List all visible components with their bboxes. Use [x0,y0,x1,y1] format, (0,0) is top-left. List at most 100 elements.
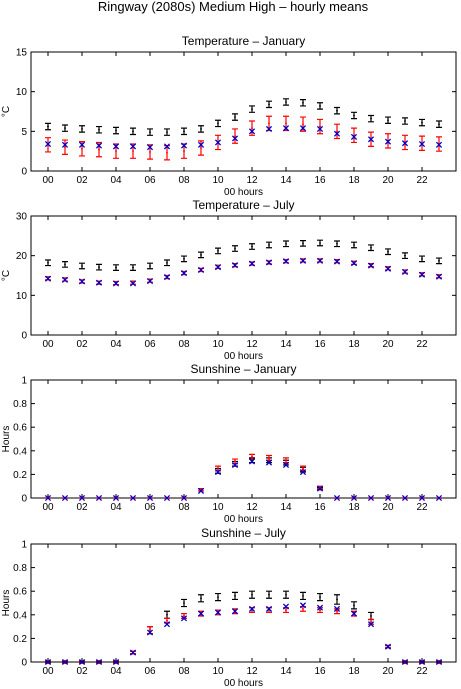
x-tick-label: 06 [144,175,156,186]
cross-marker [112,280,120,287]
cross-marker [129,494,137,502]
y-tick-label: 5 [21,127,27,138]
cross-marker [316,485,324,492]
data-point [302,242,304,245]
data-point [268,593,270,596]
data-point [336,242,338,245]
data-point [285,101,287,103]
data-point [47,261,49,264]
data-series [44,602,443,666]
data-point [268,103,270,106]
x-tick-label: 00 [42,175,54,186]
data-point [217,596,219,598]
data-point [251,593,253,596]
y-tick-label: 0 [21,167,27,178]
data-point [98,128,100,131]
data-point [47,125,49,128]
cross-marker [367,494,375,502]
x-tick-label: 14 [280,175,292,186]
cross-marker [146,629,154,636]
x-tick-label: 12 [246,175,258,186]
x-tick-label: 20 [382,175,394,186]
x-tick-label: 06 [144,339,156,350]
data-point [370,620,372,623]
x-tick-label: 14 [280,502,292,513]
data-point [132,130,134,133]
data-point [183,257,185,260]
data-point [285,593,287,596]
data-point [149,151,151,153]
x-tick-label: 14 [280,339,292,350]
cross-marker [197,266,205,274]
x-tick-label: 04 [110,175,122,186]
data-point [285,242,287,245]
cross-marker [180,615,188,622]
data-point [421,121,423,124]
data-point [115,129,117,132]
data-point [353,244,355,246]
cross-marker [367,621,375,628]
x-tick-label: 04 [110,666,122,677]
data-point [353,604,355,607]
data-series [45,239,442,271]
x-tick-label: 20 [382,666,394,677]
cross-marker [299,468,307,476]
cross-marker [163,143,171,150]
cross-marker [44,140,52,148]
y-tick-label: 0.4 [13,446,27,457]
cross-marker [282,603,290,610]
data-point [166,619,168,622]
cross-marker [95,494,103,502]
cross-marker [350,260,358,267]
cross-marker [163,621,171,628]
cross-marker [299,257,307,264]
data-point [268,244,270,246]
x-tick-label: 20 [382,502,394,513]
y-axis-label: °C [1,106,12,117]
x-tick-label: 18 [348,502,360,513]
cross-marker [231,135,239,142]
panel-title: Temperature – January [182,34,305,48]
data-point [81,147,83,150]
cross-marker [95,658,103,666]
x-axis-label: 00 hours [224,187,263,198]
plot-frame [30,543,457,663]
data-point [200,253,202,256]
data-point [149,131,151,134]
cross-marker [401,658,409,666]
cross-marker [435,273,443,280]
data-point [285,122,287,125]
data-point [98,148,100,151]
data-point [336,610,338,613]
data-point [319,125,321,128]
data-point [64,263,66,266]
cross-marker [61,658,69,666]
x-axis-label: 00 hours [224,678,263,689]
data-point [353,114,355,117]
cross-marker [350,610,358,617]
x-tick-label: 22 [416,175,428,186]
data-point [149,265,151,267]
cross-marker [44,658,52,666]
data-series [45,98,442,136]
cross-marker [197,610,205,617]
x-tick-label: 10 [212,339,224,350]
y-tick-label: 0.2 [13,634,27,645]
data-point [81,265,83,267]
y-tick-label: 0 [21,494,27,505]
cross-marker [384,494,392,502]
data-point [234,460,236,463]
data-point [234,135,236,137]
panel-title: Sunshine – January [190,362,296,376]
x-tick-label: 14 [280,666,292,677]
data-series [45,115,442,161]
cross-marker [401,494,409,502]
x-tick-label: 18 [348,339,360,350]
data-point [251,108,253,111]
cross-marker [333,258,341,265]
cross-marker [401,140,409,147]
data-point [183,130,185,133]
cross-marker [333,605,341,612]
panel-title: Temperature – July [192,198,294,212]
y-axis-label: Hours [1,426,12,453]
